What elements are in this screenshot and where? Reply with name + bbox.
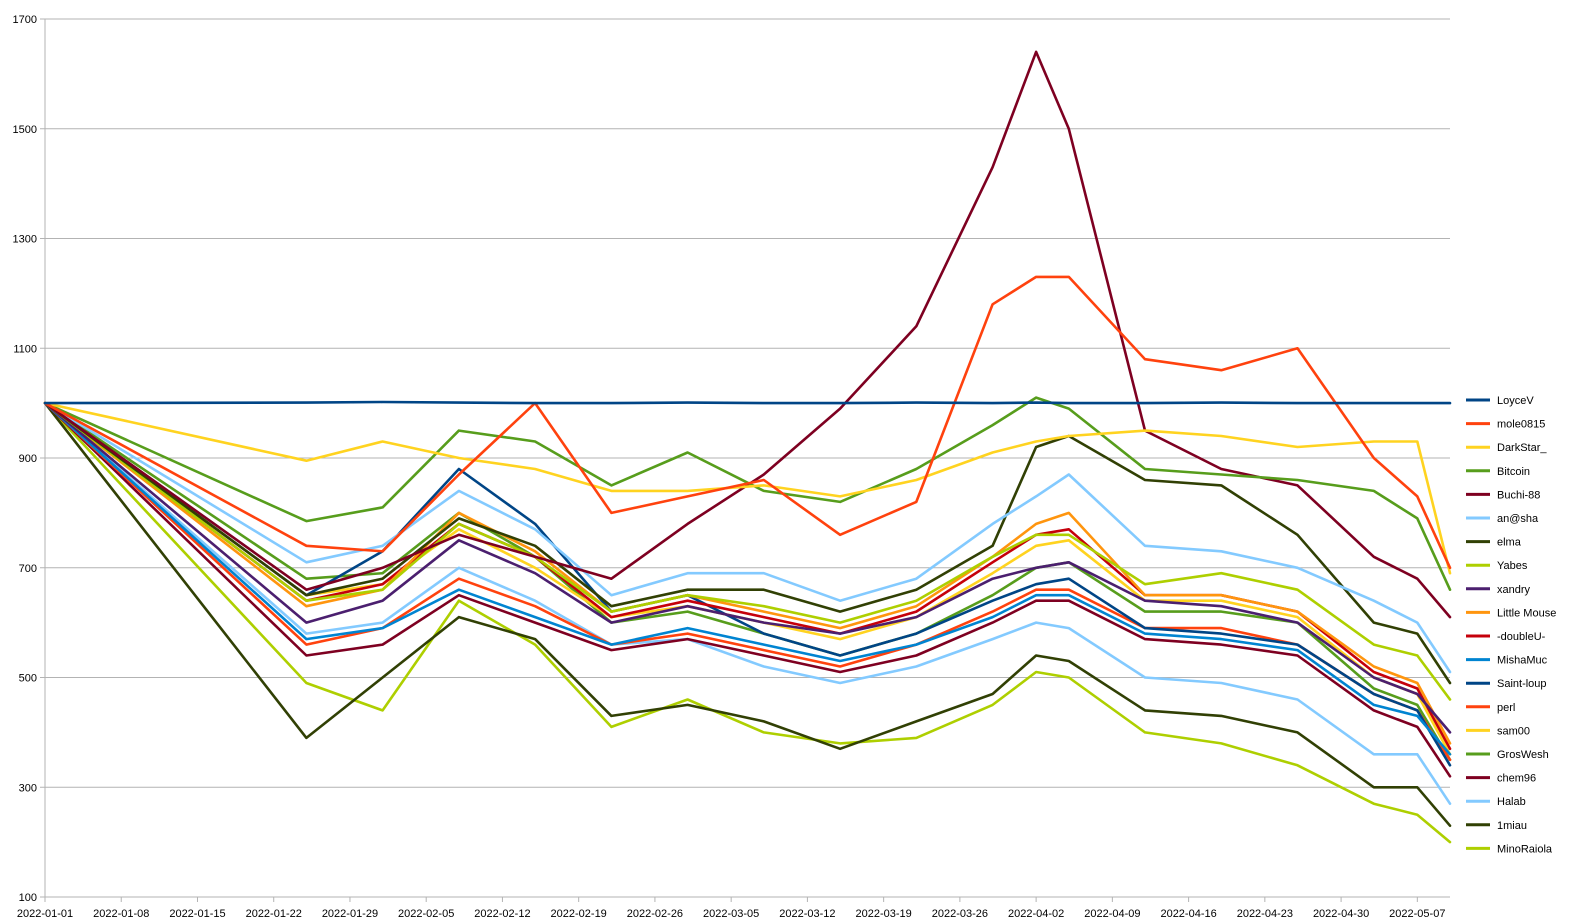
legend-label: an@sha (1497, 513, 1539, 525)
gridlines (45, 18, 1450, 898)
x-tick-labels: 2022-01-01 2022-01-08 2022-01-15 2022-01-22… (17, 908, 1446, 920)
x-tick-label: 2022-02-05 (398, 908, 454, 920)
legend-label: -doubleU- (1497, 631, 1546, 643)
y-tick-label: 700 (19, 563, 37, 575)
series-line-an-sha (43, 401, 1452, 674)
legend: LoyceV mole0815 DarkStar_ Bitcoin Buchi-88 an… (1466, 395, 1556, 855)
y-tick-labels: 100 300 500 700 900 1100 1300 1500 1700 (13, 14, 37, 904)
legend-label: 1miau (1497, 820, 1527, 832)
x-tick-label: 2022-04-23 (1237, 908, 1293, 920)
x-tick-label: 2022-05-07 (1389, 908, 1445, 920)
y-tick-label: 900 (19, 453, 37, 465)
series-line-mole0815 (43, 275, 1452, 570)
series-lines (43, 50, 1452, 844)
axes (40, 18, 1450, 902)
series-line-minoraiola (43, 401, 1452, 844)
x-tick-label: 2022-01-08 (93, 908, 149, 920)
x-tick-label: 2022-01-01 (17, 908, 73, 920)
y-tick-label: 1300 (13, 234, 37, 246)
y-tick-label: 1500 (13, 124, 37, 136)
legend-label: Yabes (1497, 560, 1528, 572)
y-tick-label: 1100 (13, 343, 37, 355)
series-line-bitcoin (43, 396, 1452, 592)
x-tick-label: 2022-04-09 (1084, 908, 1140, 920)
legend-label: Saint-loup (1497, 678, 1547, 690)
x-tick-label: 2022-04-02 (1008, 908, 1064, 920)
series-line-halab (43, 401, 1452, 806)
series-line-buchi-88 (43, 50, 1452, 619)
legend-label: Little Mouse (1497, 607, 1556, 619)
x-tick-label: 2022-01-15 (169, 908, 225, 920)
series-line-saint-loup (43, 401, 1452, 767)
series-line-yabes (43, 401, 1452, 701)
x-tick-label: 2022-04-30 (1313, 908, 1369, 920)
x-tick-label: 2022-03-19 (856, 908, 912, 920)
x-tick-label: 2022-03-05 (703, 908, 759, 920)
series-line-loycev (43, 400, 1452, 405)
series-line-little-mouse (43, 401, 1452, 745)
legend-label: DarkStar_ (1497, 442, 1547, 454)
legend-label: perl (1497, 702, 1515, 714)
legend-label: MinoRaiola (1497, 843, 1553, 855)
legend-label: Halab (1497, 796, 1526, 808)
legend-label: Bitcoin (1497, 466, 1530, 478)
series-line-mishamuc (43, 401, 1452, 756)
x-tick-label: 2022-04-16 (1160, 908, 1216, 920)
y-tick-label: 1700 (13, 14, 37, 26)
x-tick-label: 2022-02-12 (474, 908, 530, 920)
y-tick-label: 100 (19, 892, 37, 904)
x-tick-label: 2022-02-19 (551, 908, 607, 920)
legend-label: sam00 (1497, 725, 1530, 737)
series-line-1miau (43, 401, 1452, 828)
legend-label: chem96 (1497, 773, 1536, 785)
legend-label: MishaMuc (1497, 655, 1548, 667)
legend-label: GrosWesh (1497, 749, 1549, 761)
x-tick-label: 2022-03-12 (779, 908, 835, 920)
series-line-elma (43, 401, 1452, 685)
x-tick-label: 2022-03-26 (932, 908, 988, 920)
series-line-xandry (43, 401, 1452, 734)
legend-label: LoyceV (1497, 395, 1534, 407)
x-tick-label: 2022-02-26 (627, 908, 683, 920)
x-tick-label: 2022-01-22 (246, 908, 302, 920)
legend-label: Buchi-88 (1497, 489, 1540, 501)
x-tick-label: 2022-01-29 (322, 908, 378, 920)
legend-label: xandry (1497, 584, 1531, 596)
legend-label: elma (1497, 537, 1522, 549)
series-line-darkstar (43, 401, 1452, 575)
y-tick-label: 500 (19, 673, 37, 685)
legend-label: mole0815 (1497, 419, 1545, 431)
y-tick-label: 300 (19, 782, 37, 794)
series-line-chem96 (43, 401, 1452, 778)
